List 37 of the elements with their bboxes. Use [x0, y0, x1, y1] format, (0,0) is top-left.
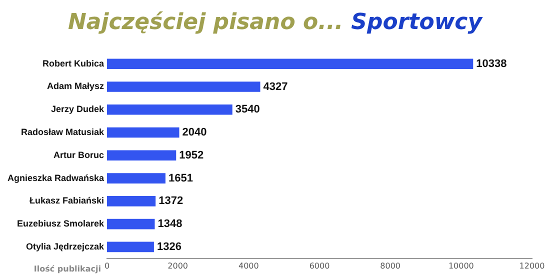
- bar: [107, 104, 232, 115]
- data-label: 1372: [158, 195, 184, 208]
- y-tick-label: Robert Kubica: [42, 58, 105, 68]
- bar: [107, 58, 474, 69]
- x-tick-label: 6000: [309, 261, 330, 270]
- y-tick-label: Radosław Matusiak: [20, 126, 105, 137]
- data-label: 1348: [158, 218, 182, 230]
- bar: [107, 173, 166, 184]
- x-tick-label: 8000: [380, 261, 401, 270]
- x-tick-label: 10000: [448, 261, 474, 270]
- data-label: 4327: [263, 80, 288, 93]
- bar: [107, 218, 155, 230]
- data-label: 1651: [168, 172, 193, 184]
- bar: [107, 127, 180, 138]
- y-tick-label: Otylia Jędrzejczak: [26, 241, 105, 252]
- y-tick-label: Artur Boruc: [53, 150, 104, 160]
- chart-subtitle: Sportowcy: [351, 10, 482, 34]
- y-tick-label: Jerzy Dudek: [50, 104, 105, 114]
- x-axis-title: Ilość publikacji: [34, 264, 102, 274]
- data-label: 1326: [156, 240, 182, 253]
- y-tick-label: Euzebiusz Smolarek: [16, 218, 105, 229]
- x-tick-label: 0: [104, 261, 110, 270]
- bar: [107, 196, 156, 206]
- bar: [107, 82, 260, 92]
- y-tick-label: Adam Małysz: [46, 81, 104, 92]
- data-label: 10338: [476, 58, 507, 70]
- x-tick-label: 2000: [168, 261, 188, 270]
- y-tick-label: Agnieszka Radwańska: [7, 172, 105, 183]
- bar: [107, 150, 176, 161]
- x-tick-label: 12000: [519, 261, 545, 270]
- chart-title: Najczęściej pisano o...: [68, 10, 344, 34]
- x-tick-label: 4000: [238, 261, 259, 270]
- bar: [107, 242, 154, 252]
- data-label: 1952: [179, 149, 204, 162]
- data-label: 3540: [235, 104, 260, 116]
- y-tick-label: Łukasz Fabiański: [29, 196, 104, 206]
- data-label: 2040: [182, 126, 207, 139]
